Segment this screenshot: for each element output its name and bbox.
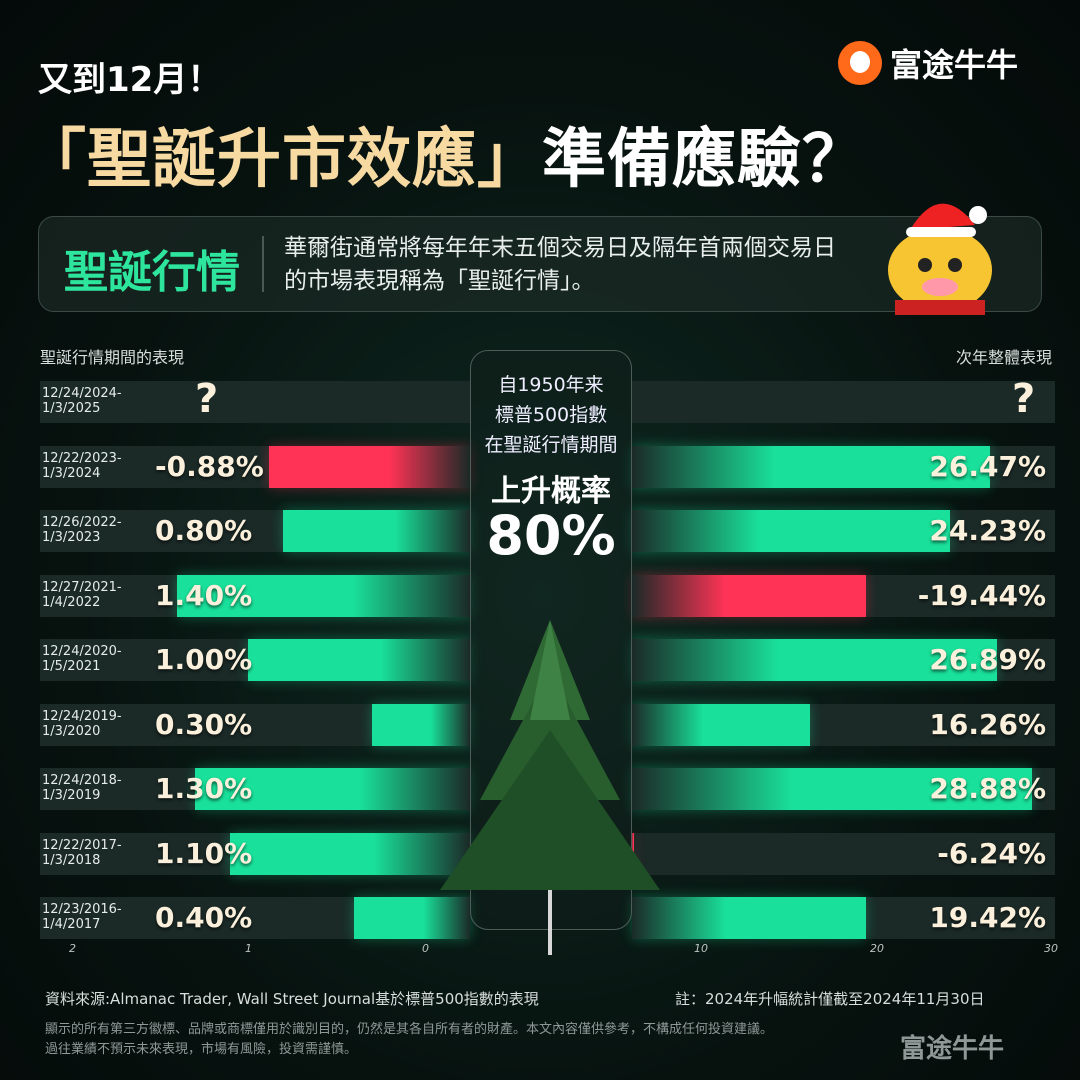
left-axis-tick: 1 — [245, 942, 252, 955]
right-value-label: ? — [1012, 376, 1036, 422]
right-value-label: -19.44% — [917, 578, 1046, 612]
left-value-label: 1.10% — [155, 836, 253, 870]
left-value-label: 0.30% — [155, 707, 253, 741]
right-value-label: 26.47% — [929, 449, 1046, 483]
left-axis-tick: 2 — [69, 942, 76, 955]
right-bar — [632, 639, 998, 681]
row-date-label: 12/24/2024- 1/3/2025 — [42, 386, 122, 416]
row-date-label: 12/26/2022- 1/3/2023 — [42, 515, 122, 545]
right-bar — [632, 510, 951, 552]
row-strip-right — [632, 381, 1055, 423]
left-axis-tick: 0 — [422, 942, 429, 955]
left-bar — [269, 445, 470, 488]
source-text: 資料來源:Almanac Trader, Wall Street Journal… — [45, 990, 539, 1008]
definition-card — [38, 216, 1042, 312]
card-divider — [262, 236, 264, 292]
row-date-label: 12/24/2020- 1/5/2021 — [42, 644, 122, 674]
page-title: 「聖誕升市效應」準備應驗？ — [22, 108, 867, 200]
title-rest: 準備應驗？ — [542, 123, 867, 197]
right-axis-tick: 10 — [694, 942, 708, 955]
left-bar — [230, 832, 470, 875]
row-strip-left — [40, 381, 470, 423]
right-bar — [632, 703, 811, 746]
row-date-label: 12/24/2018- 1/3/2019 — [42, 773, 122, 803]
left-column-title: 聖誕行情期間的表現 — [40, 348, 185, 367]
right-value-label: -6.24% — [937, 836, 1046, 870]
left-bar — [194, 768, 470, 810]
left-bar — [354, 897, 470, 939]
left-bar — [248, 639, 470, 681]
center-line-3: 在聖誕行情期間 — [484, 434, 618, 456]
card-title: 聖誕行情 — [64, 247, 240, 298]
mascot-icon — [888, 203, 992, 315]
left-value-label: 0.40% — [155, 901, 253, 934]
right-axis-tick: 30 — [1044, 942, 1058, 955]
left-value-label: 1.00% — [155, 643, 253, 676]
left-value-label: 1.40% — [155, 578, 253, 612]
right-value-label: 19.42% — [929, 901, 1046, 934]
title-highlight: 「聖誕升市效應」 — [22, 123, 542, 197]
center-probability-label: 上升概率 — [491, 474, 611, 509]
center-probability-value: 80% — [486, 504, 616, 567]
right-bar — [632, 897, 866, 939]
left-bar — [283, 510, 470, 552]
left-value-label: 1.30% — [155, 772, 253, 805]
row-date-label: 12/22/2023- 1/3/2024 — [42, 450, 122, 481]
row-date-label: 12/23/2016- 1/4/2017 — [42, 902, 122, 932]
left-bar — [371, 703, 470, 746]
left-bar — [177, 574, 470, 617]
brand-logo: 富途牛牛 — [838, 40, 1018, 86]
bull-logo-icon — [838, 41, 882, 85]
note-text: 註：2024年升幅統計僅截至2024年11月30日 — [675, 990, 985, 1008]
kicker: 又到12月！ — [38, 60, 222, 100]
right-column-title: 次年整體表現 — [955, 348, 1052, 367]
right-value-label: 26.89% — [929, 643, 1046, 676]
row-date-label: 12/24/2019- 1/3/2020 — [42, 708, 122, 739]
row-date-label: 12/22/2017- 1/3/2018 — [42, 837, 122, 868]
logo-text: 富途牛牛 — [890, 46, 1019, 84]
center-line-1: 自1950年来 — [498, 374, 604, 396]
center-line-2: 標普500指數 — [494, 404, 608, 426]
right-value-label: 28.88% — [929, 772, 1046, 805]
right-value-label: 24.23% — [929, 514, 1046, 547]
watermark: 富途牛牛 — [900, 1034, 1005, 1064]
disclaimer-1: 顯示的所有第三方徽標、品牌或商標僅用於識別目的，仍然是其各自所有者的財產。本文內… — [45, 1022, 774, 1037]
right-bar — [632, 768, 1033, 810]
right-bar — [632, 445, 990, 488]
right-value-label: 16.26% — [929, 707, 1046, 741]
row-strip-right — [632, 832, 1055, 875]
row-date-label: 12/27/2021- 1/4/2022 — [42, 579, 122, 610]
card-text: 華爾街通常將每年年末五個交易日及隔年首兩個交易日的市場表現稱為「聖誕行情」。 — [284, 235, 836, 294]
christmas-tree-icon — [440, 620, 660, 955]
left-value-label: -0.88% — [155, 449, 264, 483]
right-bar — [632, 574, 867, 617]
right-axis-tick: 20 — [870, 942, 884, 955]
left-value-label: ? — [195, 376, 219, 422]
disclaimer-2: 過往業績不預示未來表現，市場有風險，投資需謹慎。 — [45, 1042, 358, 1057]
left-value-label: 0.80% — [155, 514, 253, 547]
